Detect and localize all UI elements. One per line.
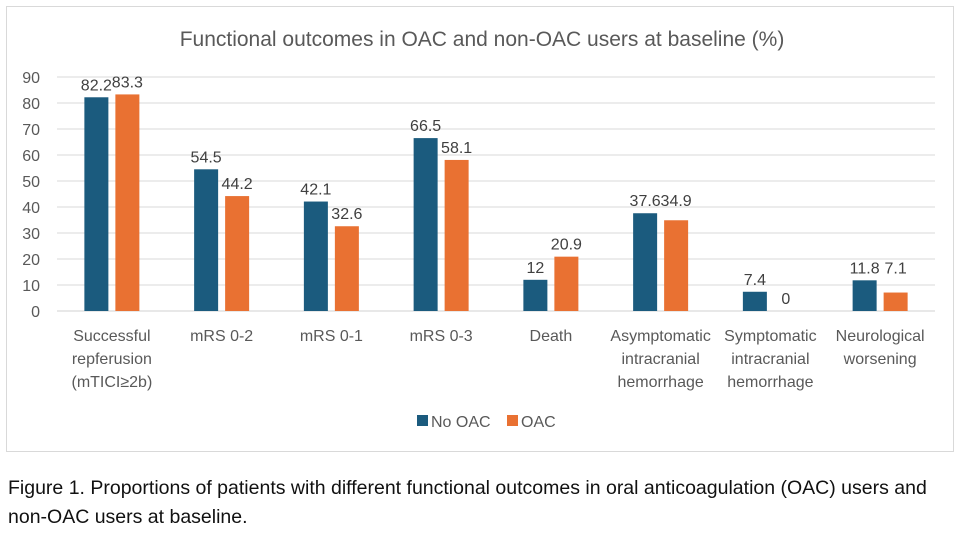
x-tick-label: intracranial [621, 351, 699, 368]
y-tick-label: 50 [22, 174, 40, 191]
legend-swatch [417, 415, 428, 426]
y-tick-label: 0 [31, 304, 40, 321]
bar-no-oac [303, 201, 328, 311]
bar-oac [115, 94, 140, 311]
legend-label: No OAC [431, 414, 491, 431]
x-tick-label: (mTICI≥2b) [71, 374, 152, 391]
x-tick-label: repferusion [72, 351, 152, 368]
bar-no-oac [84, 97, 109, 311]
x-tick-label: intracranial [731, 351, 809, 368]
x-tick-label: Death [530, 328, 573, 345]
bar-chart: Functional outcomes in OAC and non-OAC u… [22, 28, 935, 431]
y-tick-label: 40 [22, 200, 40, 217]
x-tick-label: Asymptomatic [610, 328, 710, 345]
data-label: 7.1 [885, 260, 907, 277]
bar-no-oac [852, 280, 877, 311]
bar-no-oac [194, 169, 219, 311]
chart-frame [6, 6, 954, 452]
x-tick-label: Neurological [836, 328, 925, 345]
legend-swatch [507, 415, 518, 426]
data-label: 11.8 [850, 260, 880, 277]
y-tick-label: 30 [22, 226, 40, 243]
data-label: 58.1 [441, 140, 472, 157]
y-tick-label: 10 [22, 278, 40, 295]
data-label: 12 [526, 260, 544, 277]
x-tick-label: Symptomatic [724, 328, 816, 345]
y-tick-label: 80 [22, 96, 40, 113]
x-tick-label: mRS 0-3 [410, 328, 473, 345]
data-label: 44.2 [222, 176, 253, 193]
x-tick-label: worsening [843, 351, 917, 368]
bar-no-oac [742, 291, 767, 311]
bar-no-oac [633, 213, 658, 311]
bar-oac [444, 159, 469, 311]
data-label: 32.6 [331, 206, 362, 223]
bar-no-oac [413, 138, 438, 311]
data-label: 83.3 [112, 74, 143, 91]
x-tick-label: Successful [73, 328, 150, 345]
data-label: 0 [781, 291, 790, 308]
chart-title: Functional outcomes in OAC and non-OAC u… [180, 28, 785, 51]
x-tick-label: hemorrhage [727, 374, 813, 391]
legend-label: OAC [521, 414, 556, 431]
figure-caption: Figure 1. Proportions of patients with d… [8, 477, 927, 528]
data-label: 54.5 [191, 149, 222, 166]
data-label: 37.6 [630, 193, 661, 210]
bar-no-oac [523, 279, 548, 311]
data-label: 82.2 [81, 77, 112, 94]
data-label: 66.5 [410, 118, 441, 135]
y-tick-label: 90 [22, 70, 40, 87]
y-tick-label: 60 [22, 148, 40, 165]
x-tick-label: mRS 0-2 [190, 328, 253, 345]
bar-oac [225, 196, 250, 311]
x-tick-label: mRS 0-1 [300, 328, 363, 345]
y-tick-label: 20 [22, 252, 40, 269]
x-tick-label: hemorrhage [617, 374, 703, 391]
data-label: 7.4 [744, 272, 766, 289]
bar-oac [883, 292, 908, 311]
y-tick-label: 70 [22, 122, 40, 139]
data-label: 20.9 [551, 237, 582, 254]
bar-oac [334, 226, 359, 311]
bar-oac [664, 220, 689, 311]
bar-oac [554, 256, 579, 311]
data-label: 34.9 [661, 193, 692, 210]
data-label: 42.1 [300, 182, 331, 199]
